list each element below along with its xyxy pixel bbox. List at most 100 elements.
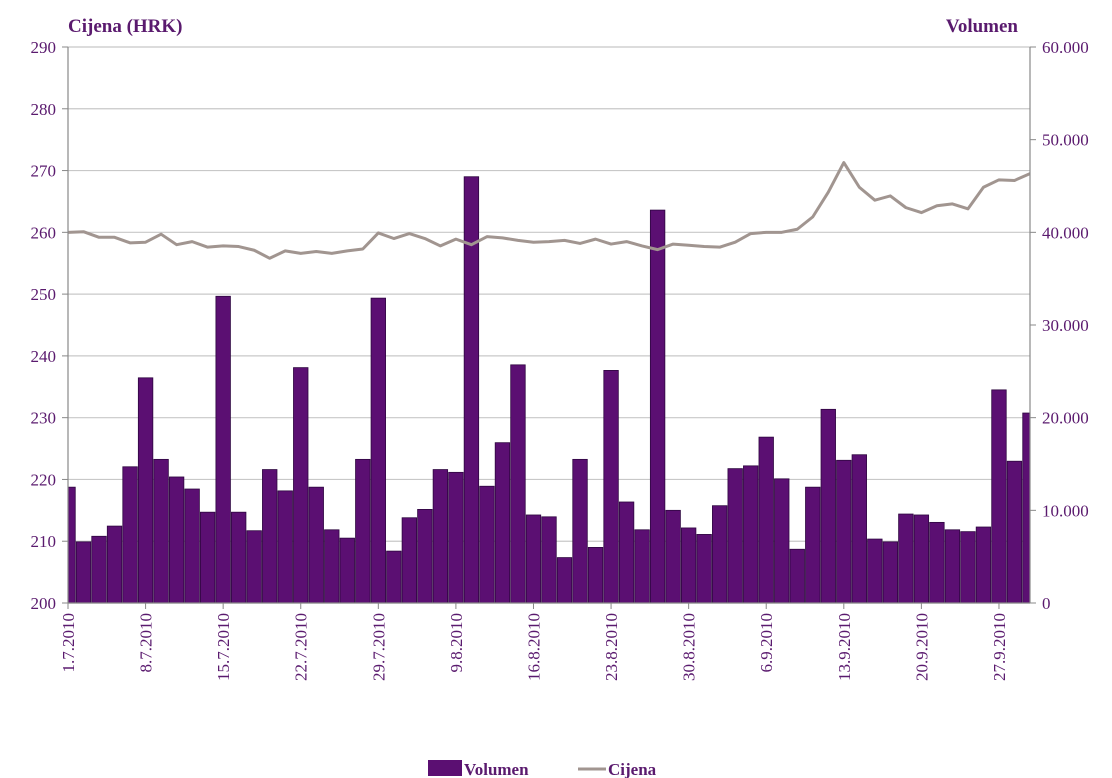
bar <box>137 377 154 603</box>
bar <box>572 458 588 603</box>
bar <box>199 511 216 603</box>
bar <box>324 529 340 603</box>
legend-swatch <box>428 760 462 776</box>
bar <box>789 548 805 603</box>
x-tick-label: 6.9.2010 <box>757 613 776 673</box>
x-tick-label: 1.7.2010 <box>59 613 78 673</box>
bar <box>277 490 293 603</box>
bar <box>448 471 464 603</box>
x-tick-label: 22.7.2010 <box>292 613 311 681</box>
y-tick-label: 230 <box>31 409 57 428</box>
bar <box>417 509 433 603</box>
y2-tick-label: 60.000 <box>1042 38 1089 57</box>
bar <box>836 459 852 603</box>
x-tick-label: 16.8.2010 <box>524 613 543 681</box>
y-axis-title: Cijena (HRK) <box>68 16 183 37</box>
bar <box>510 364 526 603</box>
bar <box>696 534 712 603</box>
bar <box>603 370 619 603</box>
y-tick-label: 210 <box>31 532 57 551</box>
bar <box>975 526 992 603</box>
bar <box>106 525 123 603</box>
bar <box>339 537 355 603</box>
x-tick-label: 15.7.2010 <box>214 613 233 681</box>
bar <box>882 541 899 603</box>
bar <box>556 557 573 603</box>
y-tick-label: 260 <box>31 223 57 242</box>
bar <box>727 468 743 603</box>
y2-tick-label: 50.000 <box>1042 131 1089 150</box>
bar <box>541 516 557 603</box>
bar <box>262 469 278 603</box>
x-tick-label: 20.9.2010 <box>912 613 931 681</box>
bar <box>805 486 821 603</box>
bar <box>293 367 309 603</box>
bar <box>432 469 449 603</box>
x-tick-label: 29.7.2010 <box>369 613 388 681</box>
bar <box>75 541 92 603</box>
bar <box>153 458 169 603</box>
y-tick-label: 250 <box>31 285 57 304</box>
plot <box>68 161 1030 603</box>
bar <box>634 529 650 603</box>
y-tick-label: 200 <box>31 594 57 613</box>
bar <box>867 538 883 603</box>
x-tick-label: 13.9.2010 <box>835 613 854 681</box>
x-tick-label: 30.8.2010 <box>680 613 699 681</box>
y2-tick-label: 30.000 <box>1042 316 1089 335</box>
bar <box>680 527 697 603</box>
bar <box>898 513 914 603</box>
y2-axis-title: Volumen <box>946 16 1019 37</box>
bar <box>758 436 774 603</box>
y-tick-label: 280 <box>31 100 57 119</box>
bar <box>851 454 867 603</box>
bar <box>91 535 107 603</box>
bar <box>820 408 836 603</box>
bar <box>1022 412 1030 603</box>
price-line <box>68 161 1030 260</box>
x-tick-label: 27.9.2010 <box>990 613 1009 681</box>
y2-tick-label: 20.000 <box>1042 409 1089 428</box>
bar <box>184 488 200 603</box>
legend-label: Cijena <box>608 760 657 778</box>
bar <box>355 458 371 603</box>
bar <box>215 295 231 603</box>
bar <box>494 442 511 603</box>
bar <box>401 517 418 603</box>
bar <box>944 529 961 603</box>
legend-label: Volumen <box>464 760 529 778</box>
bar <box>246 530 262 603</box>
x-tick-label: 8.7.2010 <box>137 613 156 673</box>
bar <box>168 476 185 603</box>
x-tick-label: 9.8.2010 <box>447 613 466 673</box>
bar <box>525 514 542 603</box>
y2-tick-label: 40.000 <box>1042 223 1089 242</box>
bar <box>618 501 635 603</box>
y-tick-label: 290 <box>31 38 57 57</box>
bar <box>929 521 945 603</box>
bar <box>231 511 247 603</box>
bar <box>122 466 138 603</box>
bar <box>913 514 930 603</box>
bar <box>463 176 480 603</box>
bar <box>479 485 495 603</box>
x-tick-label: 23.8.2010 <box>602 613 621 681</box>
bar <box>649 209 666 603</box>
y-tick-label: 270 <box>31 162 57 181</box>
bar <box>370 297 386 603</box>
bar <box>991 389 1007 603</box>
bar <box>665 509 681 603</box>
y-tick-label: 220 <box>31 470 57 489</box>
bar <box>1006 460 1023 603</box>
bar <box>587 547 604 603</box>
y-tick-label: 240 <box>31 347 57 366</box>
bar <box>774 478 790 603</box>
bar <box>743 465 759 603</box>
bar <box>68 486 76 603</box>
bar <box>308 486 324 603</box>
bar <box>960 531 976 603</box>
y2-tick-label: 10.000 <box>1042 501 1089 520</box>
y2-tick-label: 0 <box>1042 594 1051 613</box>
